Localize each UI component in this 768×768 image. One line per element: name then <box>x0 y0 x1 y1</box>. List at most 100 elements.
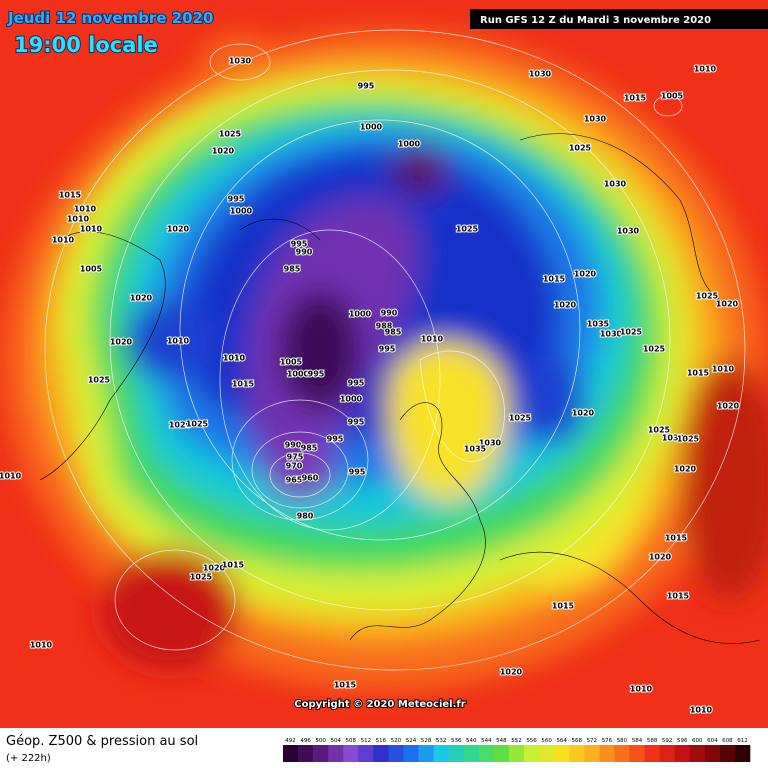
colorbar-label: 580 <box>617 738 628 744</box>
colorbar-label: 500 <box>315 738 326 744</box>
isobar-label: 965 <box>286 476 303 485</box>
colorbar-label: 564 <box>556 738 567 744</box>
isobar-label: 1005 <box>661 92 684 101</box>
colorbar-swatch <box>584 745 600 762</box>
isobar-label: 1020 <box>167 225 190 234</box>
isobar-label: 985 <box>301 444 318 453</box>
colorbar-label: 604 <box>707 738 718 744</box>
colorbar-swatch <box>524 745 540 762</box>
isobar-label: 1010 <box>80 225 103 234</box>
isobar-label: 1020 <box>212 147 235 156</box>
isobar-label: 995 <box>349 468 366 477</box>
colorbar-label: 528 <box>421 738 432 744</box>
colorbar: 492 496 500 504 508 512 516 520 524 528 532 536 540 5… <box>283 738 751 762</box>
isobar-label: 1030 <box>600 330 623 339</box>
isobar-label: 1000 <box>340 395 363 404</box>
isobar-label: 970 <box>286 462 303 471</box>
isobar-label: 1015 <box>687 369 710 378</box>
isobar-label: 995 <box>348 418 365 427</box>
colorbar-swatch <box>463 745 480 762</box>
colorbar-label: 524 <box>406 738 417 744</box>
isobar-label: 1020 <box>110 338 133 347</box>
isobar-label: 1010 <box>690 706 713 715</box>
isobar-label: 1010 <box>167 337 190 346</box>
colorbar-label: 516 <box>376 738 387 744</box>
colorbar-swatch <box>403 745 419 762</box>
colorbar-swatch <box>493 745 510 762</box>
colorbar-label: 532 <box>436 738 447 744</box>
colorbar-swatch <box>313 745 329 762</box>
colorbar-label: 572 <box>587 738 598 744</box>
forecast-date: Jeudi 12 novembre 2020 <box>7 9 213 27</box>
isobar-label: 1010 <box>0 472 22 481</box>
isobar-label: 1010 <box>630 685 653 694</box>
isobar-label: 1030 <box>662 434 685 443</box>
isobar-label: 1030 <box>617 227 640 236</box>
isobar-label: 1020 <box>649 553 672 562</box>
isobar-label: 1020 <box>572 409 595 418</box>
isobar-label: 1000 <box>349 310 372 319</box>
colorbar-label: 548 <box>496 738 507 744</box>
colorbar-label: 584 <box>632 738 643 744</box>
run-info: Run GFS 12 Z du Mardi 3 novembre 2020 <box>480 15 711 26</box>
isobar-label: 1025 <box>569 144 592 153</box>
isobar-label: 1015 <box>222 561 245 570</box>
footer-title: Géop. Z500 & pression au sol <box>6 734 198 749</box>
isobar-label: 1005 <box>80 265 103 274</box>
colorbar-label: 588 <box>647 738 658 744</box>
colorbar-swatch <box>644 745 660 762</box>
isobar-label: 1020 <box>500 668 523 677</box>
colorbar-swatch <box>629 745 645 762</box>
isobar-label: 1035 <box>587 320 610 329</box>
colorbar-swatch <box>539 745 555 762</box>
colorbar-label: 512 <box>361 738 372 744</box>
isobar-label: 1000 <box>230 207 253 216</box>
colorbar-label: 612 <box>737 738 748 744</box>
colorbar-swatch <box>599 745 615 762</box>
isobar-label: 995 <box>358 82 375 91</box>
colorbar-label: 552 <box>511 738 522 744</box>
isobar-label: 1010 <box>694 65 717 74</box>
isobar-label: 1020 <box>574 270 597 279</box>
colorbar-label: 592 <box>662 738 673 744</box>
colorbar-label: 556 <box>526 738 537 744</box>
isobar-label: 1030 <box>479 439 502 448</box>
isobar-label: 1010 <box>74 205 97 214</box>
isobar-label: 1025 <box>456 225 479 234</box>
isobar-label: 1015 <box>59 191 82 200</box>
isobar-label: 1020 <box>717 402 740 411</box>
isobar-label: 1030 <box>584 115 607 124</box>
isobar-label: 975 <box>287 453 304 462</box>
colorbar-label: 508 <box>346 738 357 744</box>
colorbar-swatch <box>478 745 495 762</box>
colorbar-swatch <box>659 745 675 762</box>
isobar-label: 1015 <box>552 602 575 611</box>
isobar-label: 985 <box>284 265 301 274</box>
isobar-label: 988 <box>376 322 393 331</box>
colorbar-label: 596 <box>677 738 688 744</box>
colorbar-swatch <box>569 745 585 762</box>
isobar-label: 1020 <box>716 300 739 309</box>
colorbar-label: 568 <box>572 738 583 744</box>
isobar-label: 1025 <box>648 426 671 435</box>
colorbar-swatch <box>343 745 359 762</box>
isobar-label: 1020 <box>130 294 153 303</box>
isobar-label: 1020 <box>169 421 192 430</box>
isobar-label: 985 <box>385 328 402 337</box>
colorbar-label: 504 <box>330 738 341 744</box>
isobar-label: 1025 <box>186 420 209 429</box>
isobar-label: 1020 <box>554 301 577 310</box>
colorbar-swatch <box>734 745 751 762</box>
isobar-label: 1015 <box>665 534 688 543</box>
isobar-label: 1025 <box>509 414 532 423</box>
colorbar-swatch <box>283 745 299 762</box>
isobar-label: 1025 <box>620 328 643 337</box>
isobar-label: 990 <box>381 309 398 318</box>
isobar-label: 1020 <box>674 465 697 474</box>
isobar-label: 1010 <box>67 215 90 224</box>
isobars <box>44 29 746 671</box>
isobar-label: 1015 <box>334 681 357 690</box>
isobar-label: 1010 <box>421 335 444 344</box>
isobar-label: 995 <box>228 195 245 204</box>
